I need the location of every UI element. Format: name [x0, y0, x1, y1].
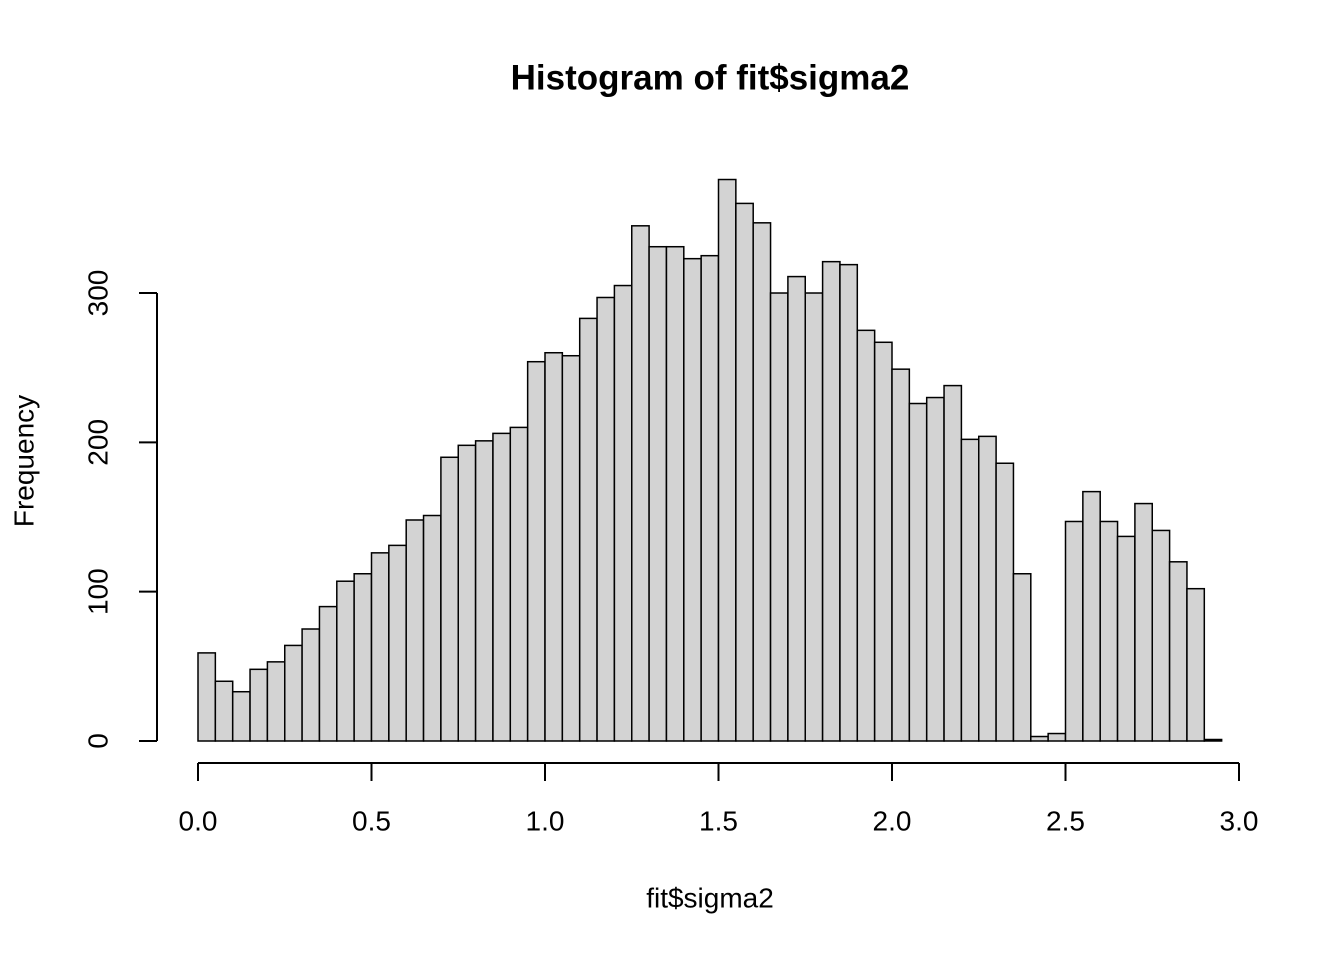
y-tick-label: 300 — [82, 270, 113, 317]
bar — [839, 263, 859, 742]
bar — [1203, 738, 1223, 742]
bar — [925, 396, 945, 742]
chart-title: Histogram of fit$sigma2 — [511, 58, 910, 97]
x-axis-label: fit$sigma2 — [646, 882, 774, 913]
bar — [336, 580, 355, 742]
bar — [821, 260, 841, 742]
x-tick-label: 0.5 — [352, 805, 391, 836]
bar — [249, 668, 269, 742]
bar — [1030, 735, 1049, 742]
bar — [197, 652, 217, 742]
bar — [856, 329, 876, 742]
bar — [596, 296, 616, 742]
bar — [526, 360, 546, 742]
bar — [995, 462, 1015, 742]
bar — [370, 552, 390, 742]
bar — [960, 438, 980, 742]
bar — [717, 178, 737, 742]
bar — [665, 245, 685, 742]
bar — [492, 432, 512, 742]
bar — [752, 222, 772, 742]
x-tick-label: 0.0 — [179, 805, 218, 836]
bar — [943, 384, 963, 742]
bar — [873, 341, 893, 742]
bar — [908, 402, 928, 742]
y-tick-label: 100 — [82, 568, 113, 615]
bar — [440, 456, 459, 742]
bar — [214, 680, 234, 742]
x-tick-label: 2.5 — [1046, 805, 1085, 836]
bar — [891, 368, 911, 742]
bar — [1012, 573, 1032, 742]
bar — [1168, 561, 1188, 742]
bar — [648, 245, 668, 742]
bar — [422, 514, 442, 742]
bar — [474, 440, 494, 742]
bar — [561, 354, 581, 742]
bar — [1116, 535, 1136, 742]
y-axis-label: Frequency — [8, 395, 39, 527]
x-tick-label: 1.5 — [699, 805, 738, 836]
y-tick-label: 200 — [82, 419, 113, 466]
bar — [1134, 502, 1154, 742]
bar — [353, 573, 373, 742]
bar — [1082, 490, 1101, 742]
bar — [1064, 520, 1084, 742]
bar — [631, 225, 650, 742]
bar — [388, 544, 407, 742]
bar — [787, 275, 807, 742]
bar — [301, 628, 321, 742]
bar — [266, 661, 286, 742]
bar — [735, 202, 754, 742]
bar — [457, 444, 477, 742]
bar — [978, 435, 997, 742]
bar — [1047, 732, 1067, 742]
bar — [613, 284, 633, 742]
bar — [1151, 529, 1171, 742]
bar — [769, 292, 789, 742]
bar — [1186, 587, 1206, 742]
bar — [683, 257, 702, 742]
x-tick-label: 1.0 — [526, 805, 565, 836]
x-tick-label: 3.0 — [1220, 805, 1259, 836]
bar — [405, 519, 425, 742]
bar — [284, 644, 303, 742]
bar — [318, 605, 338, 742]
bar — [804, 292, 824, 742]
bar — [544, 351, 564, 742]
bar — [700, 254, 720, 742]
x-tick-label: 2.0 — [873, 805, 912, 836]
bar — [1099, 520, 1119, 742]
bar — [578, 317, 598, 742]
bar — [231, 690, 251, 742]
y-tick-label: 0 — [82, 733, 113, 749]
bar — [509, 426, 529, 742]
